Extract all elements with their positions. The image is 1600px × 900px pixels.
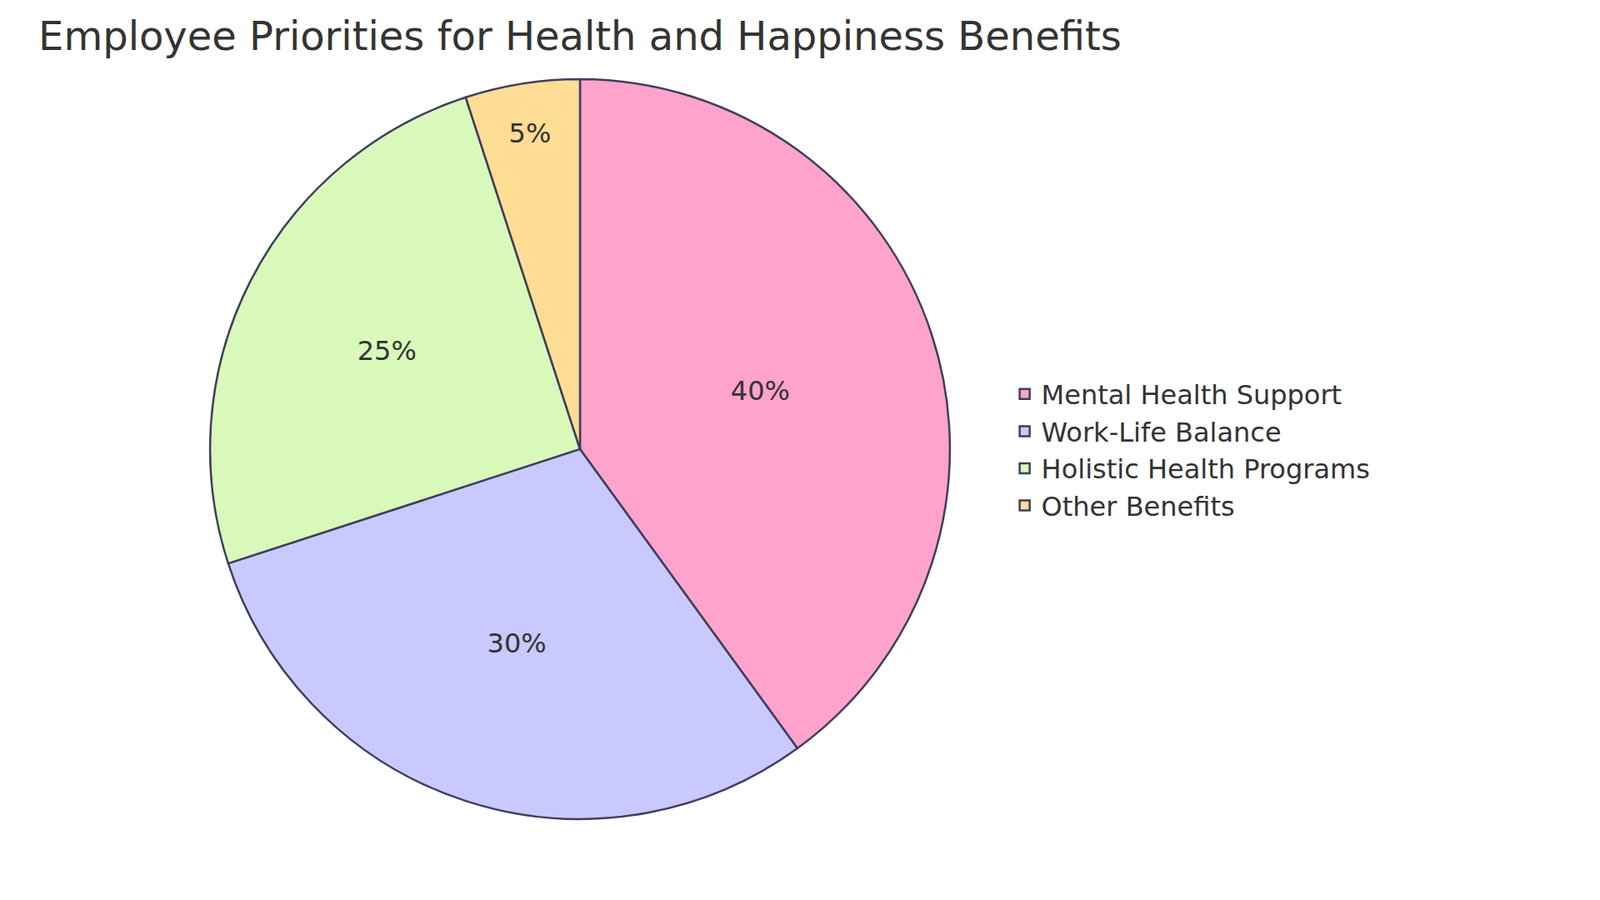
svg-text:Work-Life Balance: Work-Life Balance — [1041, 416, 1282, 449]
svg-text:Holistic Health Programs: Holistic Health Programs — [1041, 453, 1370, 485]
svg-text:25%: 25% — [357, 335, 417, 367]
svg-text:30%: 30% — [487, 627, 547, 660]
svg-text:Other Benefits: Other Benefits — [1041, 490, 1235, 523]
svg-text:5%: 5% — [509, 117, 552, 150]
svg-text:Mental Health Support: Mental Health Support — [1041, 379, 1343, 411]
svg-text:Employee Priorities for Health: Employee Priorities for Health and Happi… — [38, 12, 1122, 60]
svg-text:40%: 40% — [730, 375, 790, 407]
